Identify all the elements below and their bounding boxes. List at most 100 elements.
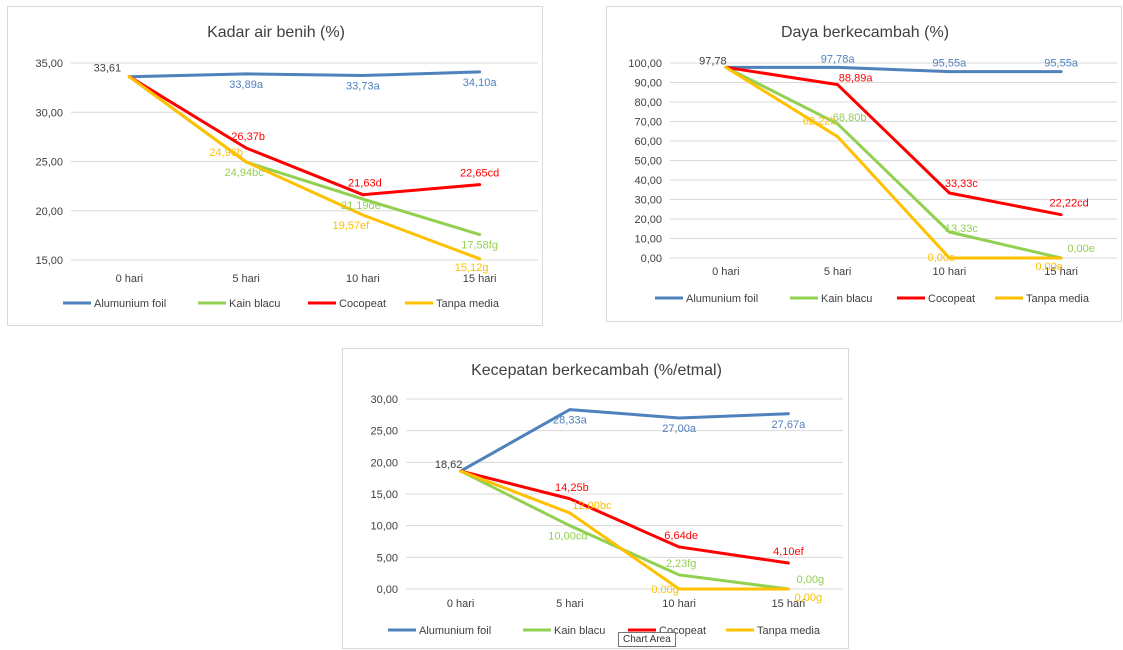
chart-svg: Kadar air benih (%) 15,00 20,00 25,00 30,00 3…	[35, 24, 538, 310]
y-tick-label: 90,00	[634, 78, 662, 90]
data-label: 68,80b	[833, 112, 867, 124]
y-tick-label: 30,00	[370, 394, 398, 406]
data-label: 97,78a	[821, 53, 856, 65]
data-label: 33,89a	[229, 79, 264, 91]
legend-label: Tanpa media	[1026, 293, 1090, 305]
data-label: 0,00g	[651, 584, 679, 596]
x-tick-label: 15 hari	[1044, 266, 1078, 278]
y-tick-label: 70,00	[634, 117, 662, 129]
data-label: 0,00e	[1067, 243, 1095, 255]
y-tick-label: 60,00	[634, 136, 662, 148]
data-label: 26,37b	[231, 131, 265, 143]
y-tick-label: 5,00	[377, 552, 398, 564]
y-tick-label: 80,00	[634, 97, 662, 109]
x-tick-label: 10 hari	[346, 273, 380, 285]
legend-label: Kain blacu	[229, 298, 280, 310]
chart-title: Daya berkecambah (%)	[781, 24, 949, 41]
y-tick-label: 10,00	[634, 234, 662, 246]
x-tick-label: 0 hari	[116, 273, 144, 285]
data-label: 13,33c	[945, 223, 979, 235]
y-tick-label: 35,00	[35, 58, 63, 70]
y-tick-label: 10,00	[370, 521, 398, 533]
series-line-2	[724, 65, 1063, 260]
y-tick-label: 20,00	[35, 206, 63, 218]
data-label: 21,63d	[348, 178, 382, 190]
series-line-4	[459, 469, 790, 591]
series-line-1	[459, 408, 790, 473]
data-label: 24,94bc	[225, 167, 265, 179]
series-line-1	[724, 65, 1063, 74]
y-tick-label: 40,00	[634, 175, 662, 187]
y-tick-label: 25,00	[35, 157, 63, 169]
series-line-1	[127, 70, 482, 79]
data-label: 18,62	[435, 459, 463, 471]
y-tick-label: 15,00	[370, 489, 398, 501]
legend-label: Kain blacu	[821, 293, 872, 305]
data-label: 19,57ef	[333, 220, 371, 232]
data-label: 88,89a	[839, 73, 874, 85]
series-line-4	[724, 65, 1063, 260]
x-tick-label: 10 hari	[933, 266, 967, 278]
y-tick-label: 20,00	[370, 457, 398, 469]
chart-title: Kecepatan berkecambah (%/etmal)	[471, 362, 722, 379]
legend-label: Tanpa media	[757, 625, 821, 637]
legend-label: Cocopeat	[928, 293, 975, 305]
x-tick-label: 5 hari	[824, 266, 852, 278]
data-label: 2,23fg	[666, 558, 697, 570]
data-label: 95,55a	[1044, 58, 1079, 70]
legend-label: Cocopeat	[339, 298, 386, 310]
series-line-4	[127, 75, 482, 261]
legend-label: Alumunium foil	[94, 298, 166, 310]
y-tick-label: 15,00	[35, 255, 63, 267]
x-tick-label: 10 hari	[662, 598, 696, 610]
legend-label: Alumunium foil	[419, 625, 491, 637]
data-label: 15,12g	[455, 262, 489, 274]
data-label: 22,22cd	[1050, 198, 1089, 210]
x-tick-label: 15 hari	[772, 598, 806, 610]
legend-label: Alumunium foil	[686, 293, 758, 305]
y-tick-label: 30,00	[634, 195, 662, 207]
series-line-3	[724, 65, 1063, 217]
y-tick-label: 50,00	[634, 156, 662, 168]
legend-label: Kain blacu	[554, 625, 605, 637]
x-tick-label: 15 hari	[463, 273, 497, 285]
data-label: 33,73a	[346, 81, 381, 93]
data-label: 24,96b	[209, 147, 243, 159]
chart-kadar-air-benih[interactable]: Kadar air benih (%) 15,00 20,00 25,00 30,00 3…	[7, 6, 543, 326]
data-label: 28,33a	[553, 415, 588, 427]
chart-title: Kadar air benih (%)	[207, 24, 345, 41]
data-label: 27,67a	[772, 419, 807, 431]
x-tick-label: 5 hari	[556, 598, 584, 610]
data-label: 12,00bc	[572, 500, 612, 512]
data-label: 97,78	[699, 55, 727, 67]
series-line-3	[127, 75, 482, 197]
data-label: 62,22b	[803, 116, 837, 128]
y-tick-label: 30,00	[35, 107, 63, 119]
data-label: 4,10ef	[773, 546, 805, 558]
data-label: 17,58fg	[461, 240, 498, 252]
data-label: 33,61	[94, 63, 122, 75]
data-label: 34,10a	[463, 77, 498, 89]
data-label: 0,00g	[795, 592, 823, 604]
y-tick-label: 25,00	[370, 426, 398, 438]
chart-area-tooltip: Chart Area	[618, 632, 676, 647]
data-label: 10,00cd	[548, 531, 587, 543]
data-label: 6,64de	[664, 530, 698, 542]
x-tick-label: 5 hari	[232, 273, 260, 285]
data-label: 33,33c	[945, 178, 979, 190]
data-label: 0,00e	[928, 252, 956, 264]
data-label: 0,00g	[797, 574, 825, 586]
data-label: 95,55a	[933, 58, 968, 70]
chart-daya-berkecambah[interactable]: Daya berkecambah (%) 0,00 10,00 20,00 30,00 4…	[606, 6, 1122, 322]
x-tick-label: 0 hari	[447, 598, 475, 610]
data-label: 0,00e	[1035, 261, 1063, 273]
data-label: 27,00a	[662, 423, 697, 435]
data-label: 14,25b	[555, 482, 589, 494]
y-tick-label: 0,00	[377, 584, 398, 596]
x-tick-label: 0 hari	[712, 266, 740, 278]
chart-kecepatan-berkecambah[interactable]: Kecepatan berkecambah (%/etmal) 0,00 5,00 1…	[342, 348, 849, 649]
chart-svg: Kecepatan berkecambah (%/etmal) 0,00 5,00 1…	[370, 362, 843, 637]
y-tick-label: 100,00	[628, 58, 662, 70]
y-tick-label: 20,00	[634, 214, 662, 226]
y-tick-label: 0,00	[641, 253, 662, 265]
